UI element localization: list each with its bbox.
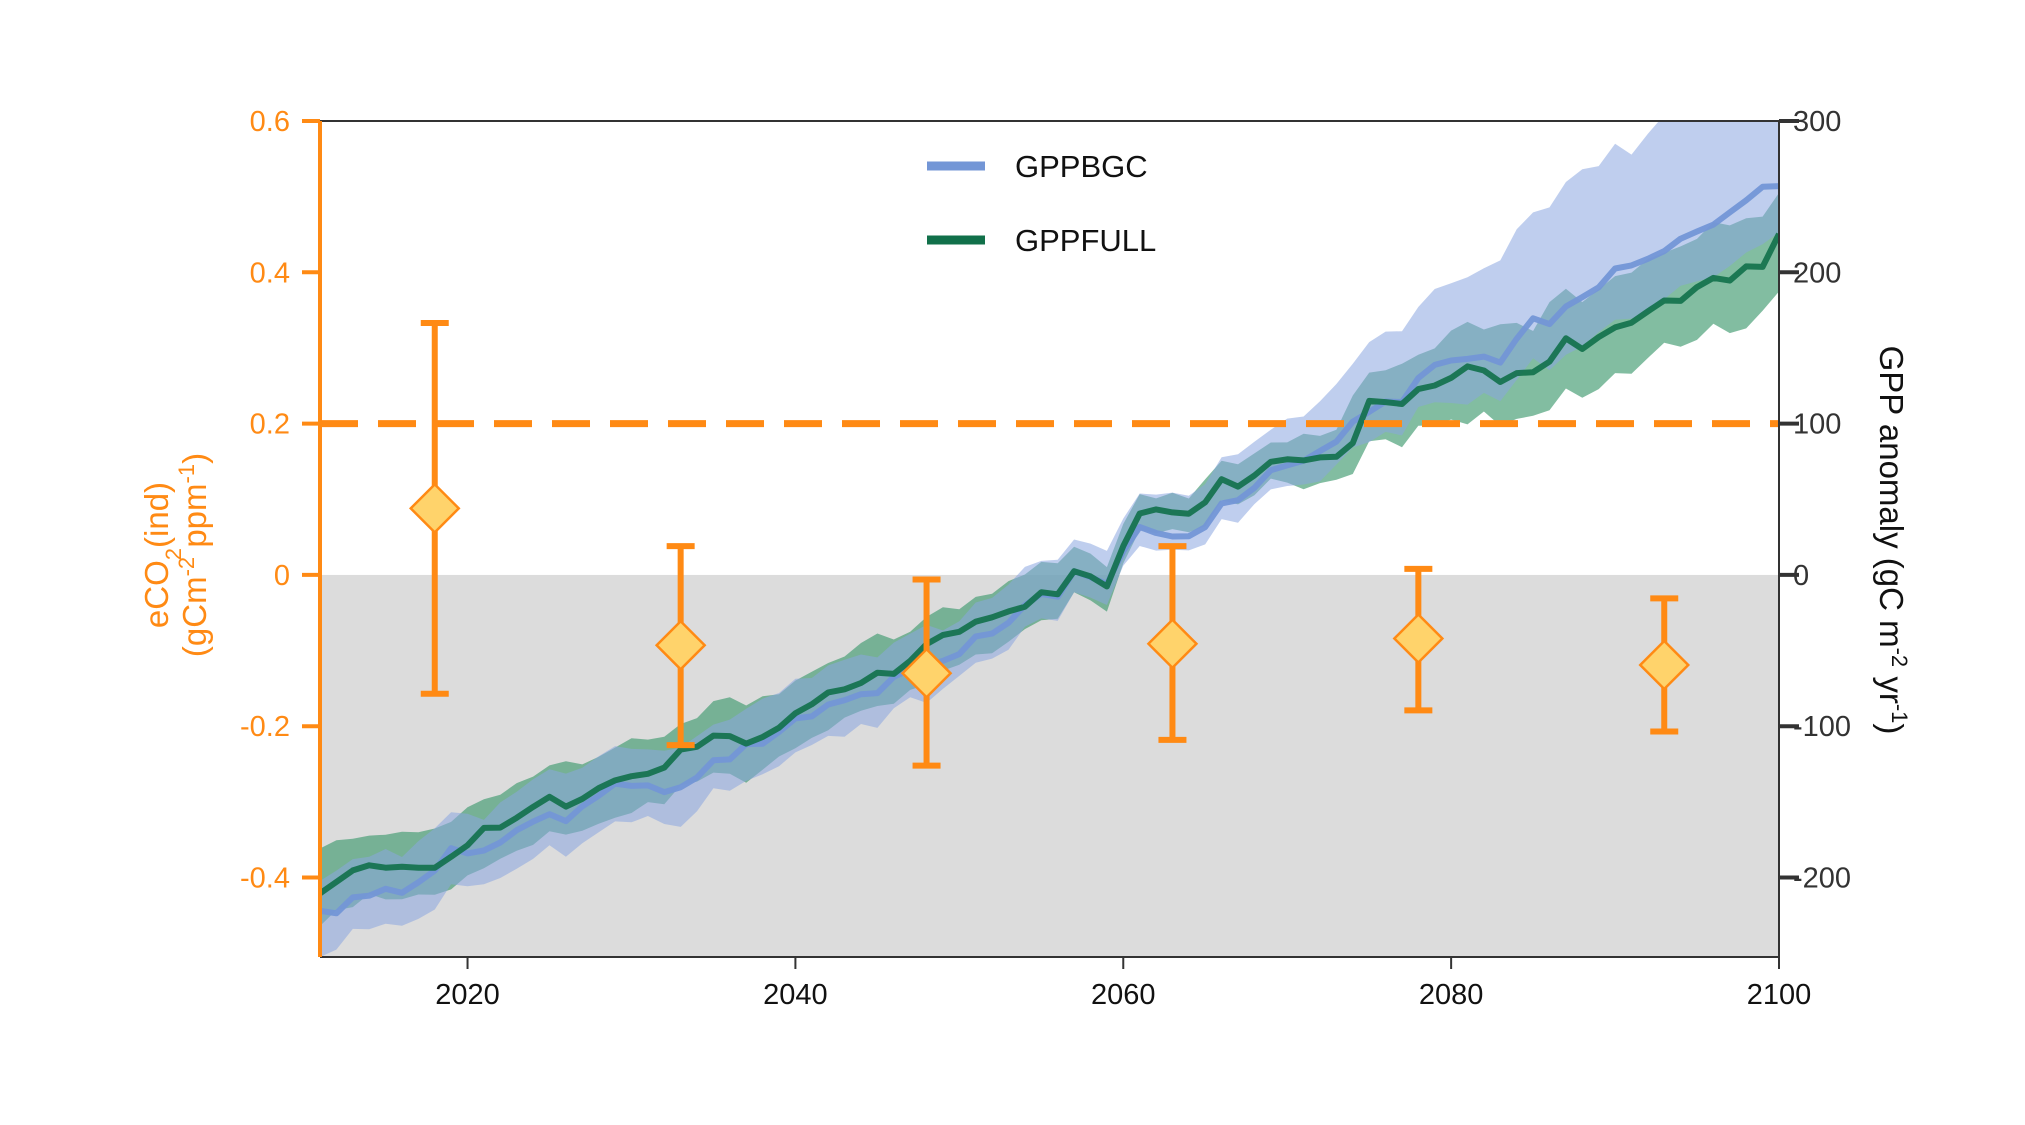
left-tick-label: 0 [274,560,290,592]
right-tick-label: 200 [1793,257,1841,289]
left-tick-label: 0.6 [250,106,290,138]
legend: GPPBGC GPPFULL [927,149,1156,258]
x-tick-label: 2100 [1747,979,1812,1011]
plot-background-layer [320,574,1779,957]
diamond-marker [1392,612,1445,665]
diamond-marker [654,619,707,672]
right-tick-label: -100 [1793,711,1851,743]
right-axis-title: GPP anomaly (gC m-2 yr-1) [1873,346,1913,735]
negative-region [320,574,1779,957]
left-tick-label: -0.2 [240,711,290,743]
x-tick-label: 2080 [1419,979,1484,1011]
series-line-gppfull [320,232,1779,896]
series-lines-layer [320,183,1779,917]
diamond-marker [408,482,461,535]
x-tick-label: 2040 [763,979,828,1011]
eco2-point-2078 [1392,565,1445,714]
right-tick-label: 100 [1793,409,1841,441]
eco2-point-2093 [1638,595,1691,735]
diamond-marker [1146,618,1199,670]
legend-label-gppbgc: GPPBGC [1015,149,1148,184]
left-axis-title-line1: eCO2(ind) [138,482,186,628]
right-tick-label: 300 [1793,106,1841,138]
left-axis-title-line2: (gCm-2 ppm-1) [174,453,214,657]
left-tick-label: 0.4 [250,257,290,289]
right-tick-label: -200 [1793,863,1851,895]
left-tick-label: 0.2 [250,409,290,441]
diamond-marker [900,647,953,700]
x-tick-label: 2060 [1091,979,1156,1011]
eco2-points-layer [408,320,1691,769]
eco2-point-2018 [408,320,461,697]
x-tick-label: 2020 [435,979,500,1011]
axes-layer: 2020 2040 2060 2080 2100 -0.4 -0.2 0 0.2 0.4 0.6 -2… [240,106,1851,1011]
diamond-marker [1638,639,1691,691]
eco2-point-2063 [1146,543,1199,743]
legend-label-gppfull: GPPFULL [1015,223,1156,258]
eco2-point-2033 [654,543,707,749]
left-tick-label: -0.4 [240,863,290,895]
right-tick-label: 0 [1793,560,1809,592]
eco2-point-2048 [900,576,953,769]
